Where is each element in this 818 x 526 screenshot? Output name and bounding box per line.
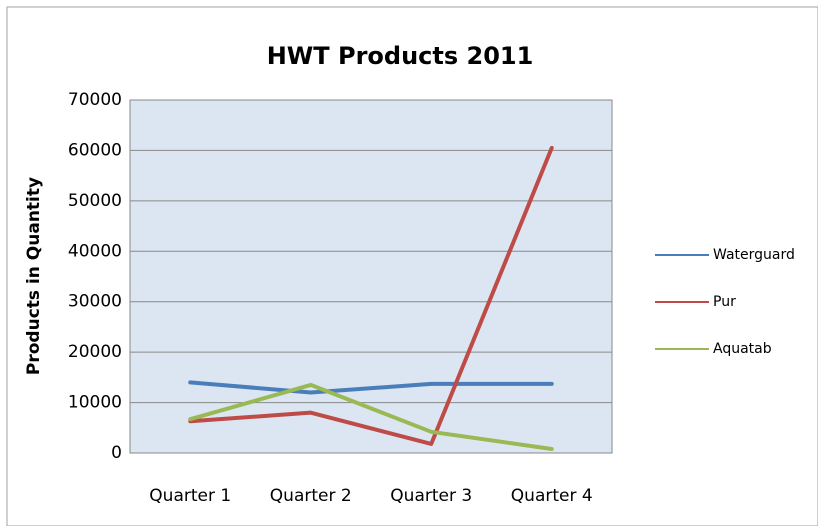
y-tick-label: 60000 — [68, 140, 122, 160]
legend-label: Aquatab — [713, 341, 772, 357]
legend-label: Pur — [713, 294, 736, 310]
y-tick-label: 20000 — [68, 342, 122, 362]
line-series — [188, 380, 554, 395]
y-tick-label: 10000 — [68, 393, 122, 413]
y-axis-label: Products in Quantity — [24, 177, 44, 375]
x-tick-label: Quarter 3 — [390, 486, 472, 506]
chart-title: HWT Products 2011 — [267, 42, 534, 70]
y-tick-label: 30000 — [68, 292, 122, 312]
legend-label: Waterguard — [713, 247, 795, 263]
y-tick-label: 0 — [111, 443, 122, 463]
plot-area — [129, 99, 613, 454]
y-tick-label: 40000 — [68, 241, 122, 261]
x-tick-label: Quarter 4 — [511, 486, 593, 506]
x-tick-label: Quarter 2 — [270, 486, 352, 506]
x-tick-label: Quarter 1 — [149, 486, 231, 506]
y-tick-label: 50000 — [68, 191, 122, 211]
y-tick-label: 70000 — [68, 90, 122, 110]
line-series — [188, 145, 554, 446]
line-series — [188, 382, 554, 451]
